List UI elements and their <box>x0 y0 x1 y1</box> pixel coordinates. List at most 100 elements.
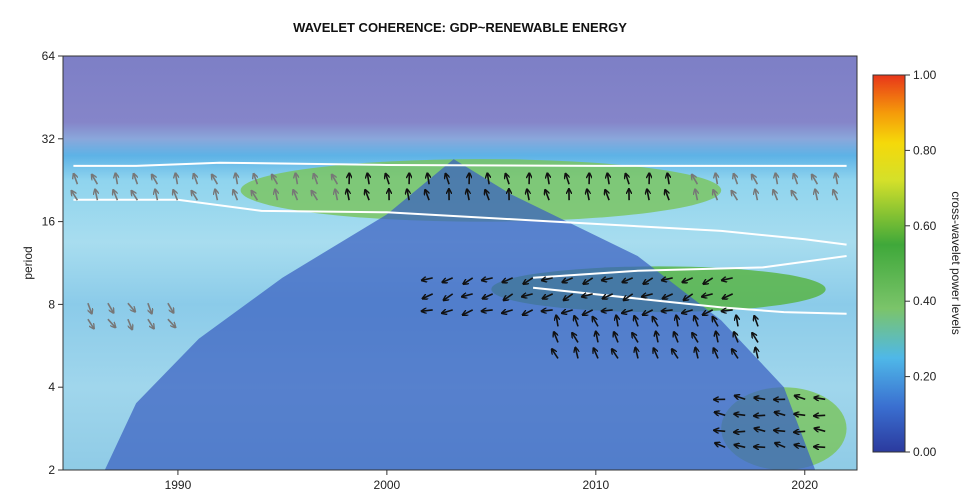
phase-arrow <box>545 190 550 201</box>
phase-arrow <box>695 190 697 201</box>
phase-arrow <box>723 293 734 299</box>
phase-arrow <box>776 173 778 185</box>
phase-arrow <box>167 318 175 327</box>
phase-arrow <box>587 189 589 201</box>
phase-arrow <box>795 396 806 400</box>
phase-arrow <box>722 278 733 280</box>
phase-arrow <box>622 310 633 313</box>
phase-arrow <box>716 173 718 185</box>
phase-arrow <box>605 190 610 201</box>
phase-arrow <box>527 189 529 201</box>
phase-arrow <box>127 318 132 329</box>
phase-arrow <box>662 278 673 280</box>
significance-contours <box>73 161 847 315</box>
phase-arrow <box>754 415 766 416</box>
phase-arrow <box>487 173 489 185</box>
colorbar-tick-label: 0.00 <box>913 445 937 459</box>
phase-arrow <box>483 293 494 299</box>
phase-arrow <box>716 332 718 343</box>
phase-arrow <box>335 190 337 201</box>
y-axis-label: period <box>21 246 35 279</box>
y-tick-label: 16 <box>42 215 56 229</box>
colorbar-tick-label: 0.20 <box>913 370 937 384</box>
phase-arrow <box>462 294 473 297</box>
phase-arrow <box>692 333 699 343</box>
colorbar-label: cross-wavelet power levels <box>949 191 963 334</box>
phase-arrow <box>752 333 759 343</box>
phase-arrow <box>754 398 766 400</box>
phase-arrow <box>194 174 198 185</box>
phase-arrow <box>467 189 469 201</box>
y-tick-label: 8 <box>48 297 55 311</box>
phase-arrow <box>314 174 318 185</box>
x-tick-label: 2010 <box>582 478 609 492</box>
phase-arrow <box>836 173 838 185</box>
phase-arrow <box>72 191 79 201</box>
phase-arrow <box>647 189 649 201</box>
phase-arrow <box>482 310 493 311</box>
colorbar: 0.00 0.20 0.40 0.60 0.80 1.00 cross-wavelet p… <box>872 68 963 459</box>
phase-arrow <box>423 293 434 299</box>
phase-arrow <box>674 332 679 343</box>
plot-area <box>63 56 857 470</box>
phase-arrow <box>794 414 806 415</box>
phase-arrow <box>665 190 670 201</box>
phase-arrow <box>735 396 746 400</box>
phase-arrow <box>312 191 319 201</box>
phase-arrow <box>722 310 733 311</box>
phase-arrow <box>672 349 679 359</box>
contour-mid-upper <box>533 255 847 279</box>
colorbar-ticks: 0.00 0.20 0.40 0.60 0.80 1.00 <box>905 68 937 459</box>
phase-arrow <box>623 277 634 282</box>
phase-arrow <box>736 316 738 327</box>
phase-arrow <box>795 445 806 448</box>
phase-arrow <box>643 309 654 315</box>
phase-arrow <box>735 445 746 448</box>
phase-arrow <box>616 316 618 327</box>
phase-arrow <box>656 332 658 343</box>
phase-arrow <box>815 190 817 201</box>
phase-arrow <box>653 317 659 327</box>
phase-arrow <box>715 443 726 449</box>
phase-arrow <box>564 293 574 300</box>
phase-arrow <box>147 318 154 328</box>
phase-arrow <box>425 190 430 201</box>
phase-arrow <box>547 173 549 185</box>
phase-arrow <box>794 174 798 185</box>
phase-arrow <box>167 302 174 313</box>
phase-arrow <box>463 277 474 284</box>
x-tick-label: 1990 <box>165 478 192 492</box>
phase-arrow <box>682 310 693 313</box>
phase-arrow <box>773 190 779 201</box>
phase-arrow <box>582 294 593 297</box>
phase-arrow <box>792 191 799 201</box>
phase-arrow <box>554 332 559 343</box>
phase-arrow <box>542 310 553 311</box>
phase-arrow <box>116 173 118 185</box>
phase-arrow <box>92 175 99 185</box>
phase-arrow <box>566 174 570 185</box>
phase-arrow <box>695 348 698 359</box>
phase-arrow <box>173 190 179 201</box>
phase-arrow <box>583 309 594 315</box>
contour-band-upper <box>73 161 847 167</box>
colorbar-tick-label: 0.40 <box>913 294 937 308</box>
phase-arrow <box>713 317 719 327</box>
phase-arrow <box>427 173 429 185</box>
phase-arrow <box>296 173 298 185</box>
y-tick-label: 32 <box>42 132 56 146</box>
phase-arrow <box>107 302 114 313</box>
phase-arrow <box>602 310 613 311</box>
phase-arrow <box>654 348 659 359</box>
phase-arrow <box>132 191 139 201</box>
phase-arrows <box>72 173 838 447</box>
phase-arrow <box>272 175 279 185</box>
phase-arrow <box>774 430 786 431</box>
phase-arrow <box>815 428 826 431</box>
phase-arrow <box>233 190 239 201</box>
y-axis: 2 4 8 16 32 64 <box>42 49 63 477</box>
phase-arrow <box>755 348 758 359</box>
phase-arrow <box>715 412 726 415</box>
phase-arrow <box>775 443 786 449</box>
phase-arrow <box>367 173 369 185</box>
